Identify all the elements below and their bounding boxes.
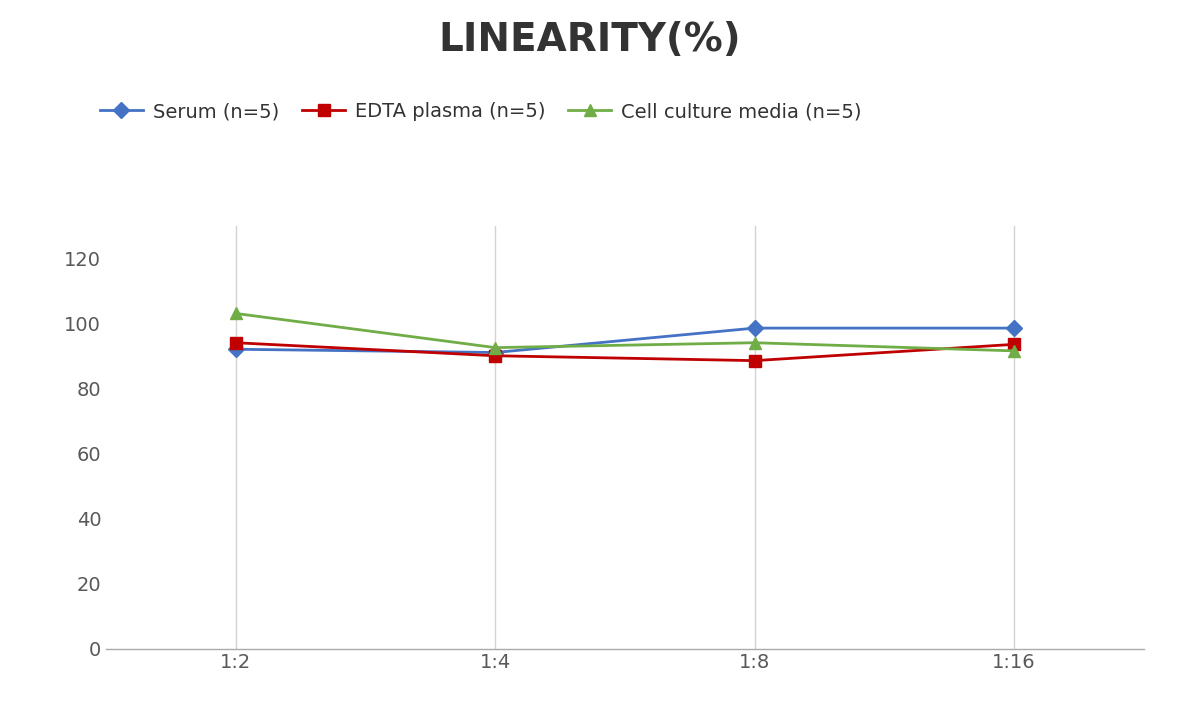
EDTA plasma (n=5) xyxy=(747,357,762,365)
EDTA plasma (n=5) xyxy=(488,352,502,360)
Line: Serum (n=5): Serum (n=5) xyxy=(230,323,1020,358)
Cell culture media (n=5) xyxy=(747,338,762,347)
EDTA plasma (n=5) xyxy=(1007,340,1021,348)
Line: Cell culture media (n=5): Cell culture media (n=5) xyxy=(230,307,1020,357)
Cell culture media (n=5) xyxy=(229,309,243,318)
Serum (n=5) xyxy=(747,324,762,332)
Serum (n=5) xyxy=(229,345,243,353)
Cell culture media (n=5) xyxy=(488,343,502,352)
Serum (n=5) xyxy=(1007,324,1021,332)
Cell culture media (n=5) xyxy=(1007,347,1021,355)
Legend: Serum (n=5), EDTA plasma (n=5), Cell culture media (n=5): Serum (n=5), EDTA plasma (n=5), Cell cul… xyxy=(92,94,869,129)
Serum (n=5) xyxy=(488,348,502,357)
Line: EDTA plasma (n=5): EDTA plasma (n=5) xyxy=(230,337,1020,366)
EDTA plasma (n=5) xyxy=(229,338,243,347)
Text: LINEARITY(%): LINEARITY(%) xyxy=(439,21,740,59)
